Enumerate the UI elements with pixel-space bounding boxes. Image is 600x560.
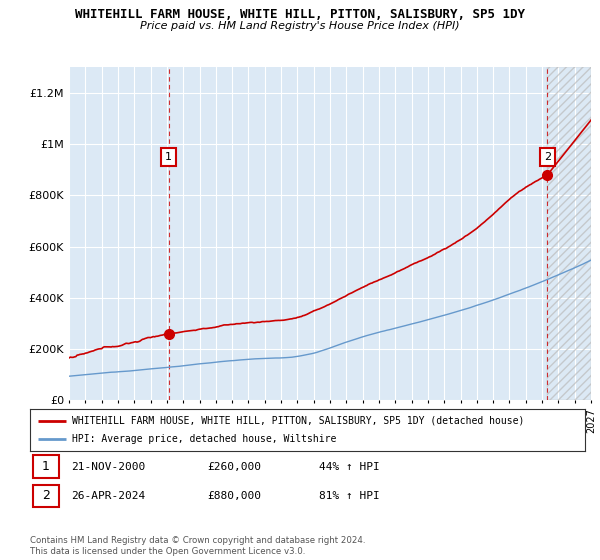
- Text: WHITEHILL FARM HOUSE, WHITE HILL, PITTON, SALISBURY, SP5 1DY: WHITEHILL FARM HOUSE, WHITE HILL, PITTON…: [75, 8, 525, 21]
- Text: HPI: Average price, detached house, Wiltshire: HPI: Average price, detached house, Wilt…: [71, 434, 336, 444]
- Text: 2: 2: [42, 489, 50, 502]
- Text: 1: 1: [42, 460, 50, 473]
- Text: 44% ↑ HPI: 44% ↑ HPI: [319, 461, 379, 472]
- Text: 26-APR-2024: 26-APR-2024: [71, 491, 146, 501]
- Text: WHITEHILL FARM HOUSE, WHITE HILL, PITTON, SALISBURY, SP5 1DY (detached house): WHITEHILL FARM HOUSE, WHITE HILL, PITTON…: [71, 416, 524, 426]
- FancyBboxPatch shape: [33, 455, 59, 478]
- Text: £880,000: £880,000: [208, 491, 262, 501]
- Text: 1: 1: [165, 152, 172, 162]
- Text: 21-NOV-2000: 21-NOV-2000: [71, 461, 146, 472]
- Text: Price paid vs. HM Land Registry's House Price Index (HPI): Price paid vs. HM Land Registry's House …: [140, 21, 460, 31]
- Text: 2: 2: [544, 152, 551, 162]
- Text: 81% ↑ HPI: 81% ↑ HPI: [319, 491, 379, 501]
- FancyBboxPatch shape: [33, 485, 59, 507]
- Text: Contains HM Land Registry data © Crown copyright and database right 2024.
This d: Contains HM Land Registry data © Crown c…: [30, 536, 365, 556]
- Text: £260,000: £260,000: [208, 461, 262, 472]
